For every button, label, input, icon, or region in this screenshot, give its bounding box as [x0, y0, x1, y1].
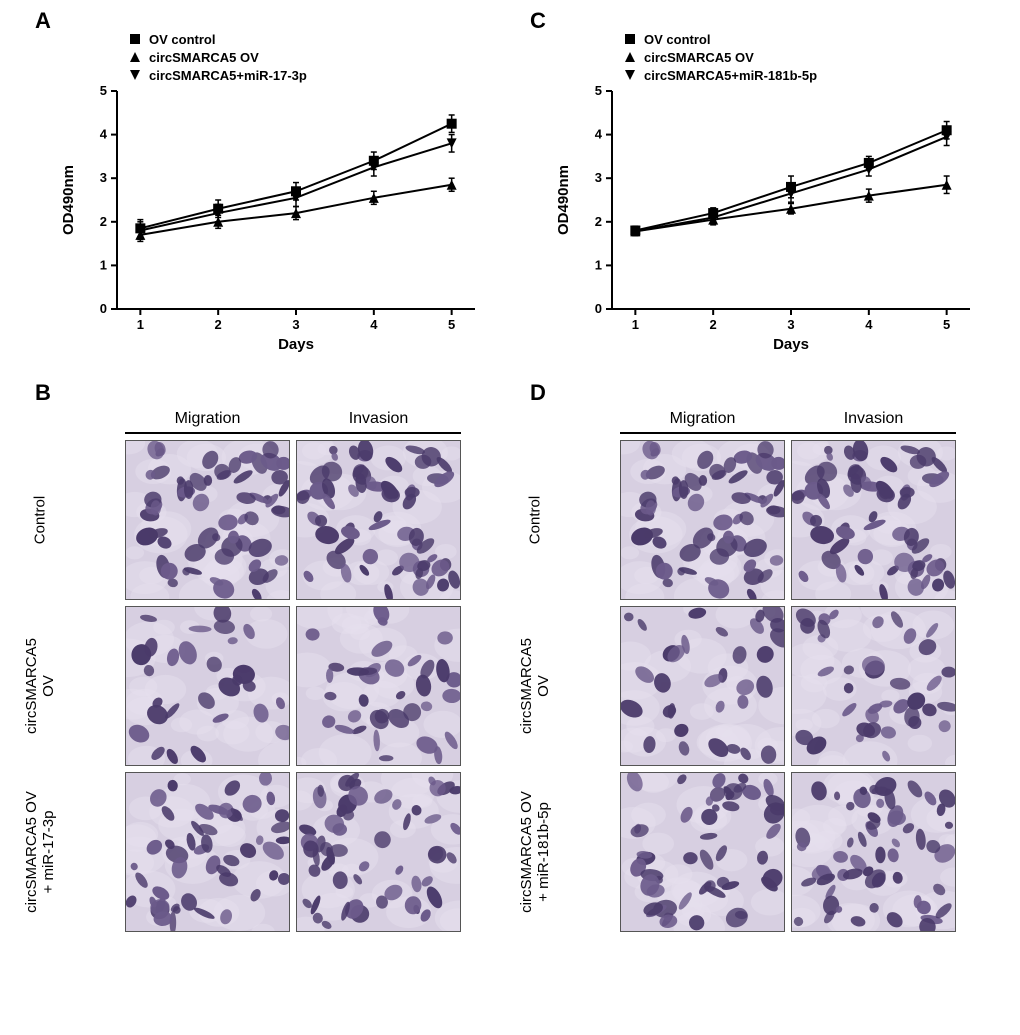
panel-b-col-label-0: Migration	[125, 410, 290, 428]
svg-text:Days: Days	[278, 336, 314, 353]
panel-b-cell-r1-c1	[296, 606, 461, 766]
panel-b-cell-r2-c0	[125, 772, 290, 932]
svg-text:Days: Days	[773, 336, 809, 353]
panel-d-col-label-0: Migration	[620, 410, 785, 428]
panel-label-b: B	[35, 380, 51, 406]
panel-b-row-label-1: circSMARCA5OV	[23, 596, 58, 776]
svg-text:2: 2	[100, 214, 107, 229]
svg-text:circSMARCA5+miR-181b-5p: circSMARCA5+miR-181b-5p	[644, 68, 817, 83]
panel-b: MigrationInvasionControlcircSMARCA5OVcir…	[55, 410, 475, 1010]
chart-a: 0 1 2 3 4 5 1 2 3 4 5 Days OD490nm OV control circSMAR…	[55, 25, 485, 355]
svg-text:2: 2	[595, 214, 602, 229]
panel-d-cell-r0-c0	[620, 440, 785, 600]
svg-text:3: 3	[595, 170, 602, 185]
panel-b-cell-r1-c0	[125, 606, 290, 766]
svg-text:circSMARCA5+miR-17-3p: circSMARCA5+miR-17-3p	[149, 68, 307, 83]
svg-text:0: 0	[595, 301, 602, 316]
svg-text:4: 4	[595, 127, 603, 142]
panel-d-row-label-0: Control	[526, 430, 543, 610]
panel-d-cell-r2-c1	[791, 772, 956, 932]
panel-d-row-label-2: circSMARCA5 OV+ miR-181b-5p	[518, 762, 553, 942]
svg-text:3: 3	[787, 317, 794, 332]
svg-text:circSMARCA5 OV: circSMARCA5 OV	[149, 50, 259, 65]
svg-text:4: 4	[370, 317, 378, 332]
panel-d-cell-r1-c0	[620, 606, 785, 766]
panel-d-cell-r0-c1	[791, 440, 956, 600]
svg-text:0: 0	[100, 301, 107, 316]
figure-root: A B C D 0 1 2 3 4 5 1 2 3 4 5 Days OD490nm OV control…	[0, 0, 1020, 1035]
panel-b-row-label-0: Control	[31, 430, 48, 610]
svg-text:5: 5	[943, 317, 950, 332]
svg-text:4: 4	[865, 317, 873, 332]
svg-text:1: 1	[137, 317, 144, 332]
svg-text:4: 4	[100, 127, 108, 142]
panel-label-d: D	[530, 380, 546, 406]
panel-d-col-label-1: Invasion	[791, 410, 956, 428]
svg-text:1: 1	[632, 317, 639, 332]
panel-b-col-label-1: Invasion	[296, 410, 461, 428]
panel-b-row-label-2: circSMARCA5 OV+ miR-17-3p	[23, 762, 58, 942]
svg-text:5: 5	[100, 83, 107, 98]
panel-d: MigrationInvasionControlcircSMARCA5OVcir…	[550, 410, 970, 1010]
svg-text:2: 2	[710, 317, 717, 332]
panel-label-c: C	[530, 8, 546, 34]
svg-text:circSMARCA5 OV: circSMARCA5 OV	[644, 50, 754, 65]
svg-text:OV control: OV control	[149, 32, 215, 47]
panel-d-cell-r2-c0	[620, 772, 785, 932]
chart-c: 0 1 2 3 4 5 1 2 3 4 5 Days OD490nm OV control circSMAR…	[550, 25, 980, 355]
panel-d-cell-r1-c1	[791, 606, 956, 766]
svg-text:2: 2	[215, 317, 222, 332]
svg-text:1: 1	[100, 257, 107, 272]
svg-text:1: 1	[595, 257, 602, 272]
panel-b-cell-r0-c0	[125, 440, 290, 600]
svg-text:3: 3	[292, 317, 299, 332]
panel-label-a: A	[35, 8, 51, 34]
svg-text:5: 5	[448, 317, 455, 332]
panel-d-row-label-1: circSMARCA5OV	[518, 596, 553, 776]
panel-b-cell-r2-c1	[296, 772, 461, 932]
svg-text:OD490nm: OD490nm	[60, 165, 77, 235]
svg-text:3: 3	[100, 170, 107, 185]
svg-text:5: 5	[595, 83, 602, 98]
svg-text:OD490nm: OD490nm	[555, 165, 572, 235]
svg-text:OV control: OV control	[644, 32, 710, 47]
panel-b-header-bar	[125, 432, 461, 434]
panel-d-header-bar	[620, 432, 956, 434]
panel-b-cell-r0-c1	[296, 440, 461, 600]
